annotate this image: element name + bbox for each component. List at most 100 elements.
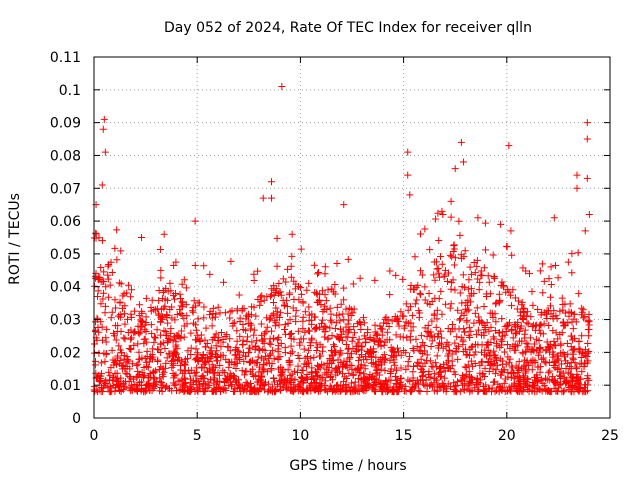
data-point (142, 328, 150, 336)
data-point (244, 320, 252, 328)
data-point (568, 250, 576, 258)
data-point (178, 298, 186, 306)
data-point (93, 314, 101, 322)
data-point (193, 355, 201, 363)
data-point (347, 379, 355, 387)
data-point (169, 369, 177, 377)
data-point (261, 347, 269, 355)
data-point (174, 354, 182, 362)
data-point (283, 303, 291, 311)
data-point (201, 388, 209, 396)
data-point (217, 329, 225, 337)
data-point (260, 296, 268, 304)
data-point (279, 275, 287, 283)
data-point (136, 301, 144, 309)
data-point (448, 279, 456, 287)
data-point (557, 340, 565, 348)
data-point (417, 291, 425, 299)
data-point (560, 374, 568, 382)
data-point (133, 361, 141, 369)
data-point (252, 342, 260, 350)
data-point (477, 271, 485, 279)
data-point (390, 358, 398, 366)
data-point (299, 313, 307, 321)
data-point (448, 253, 456, 261)
data-point (281, 326, 289, 334)
data-point (111, 244, 119, 252)
data-point (134, 360, 142, 368)
data-point (371, 321, 379, 329)
data-point (554, 274, 562, 282)
data-point (424, 321, 432, 329)
data-point (216, 377, 224, 385)
data-point (163, 354, 171, 362)
y-tick-label: 0.05 (50, 247, 81, 263)
data-point (531, 326, 539, 334)
data-point (426, 300, 434, 308)
data-point (450, 388, 458, 396)
data-point (328, 360, 336, 368)
data-point (455, 325, 463, 333)
data-point (535, 322, 543, 330)
data-point (538, 260, 546, 268)
data-point (115, 312, 123, 320)
data-point (327, 310, 335, 318)
data-point (94, 287, 102, 295)
data-point (303, 354, 311, 362)
data-point (337, 349, 345, 357)
data-point (232, 365, 240, 373)
data-point (565, 308, 573, 316)
data-point (497, 384, 505, 392)
data-point (310, 385, 318, 393)
data-point (569, 325, 577, 333)
data-point (230, 361, 238, 369)
data-point (240, 357, 248, 365)
data-point (297, 245, 305, 253)
data-point (286, 289, 294, 297)
data-point (192, 345, 200, 353)
data-point (347, 312, 355, 320)
data-point (292, 307, 300, 315)
data-point (139, 372, 147, 380)
data-point (416, 230, 424, 238)
data-point (523, 319, 531, 327)
data-point (124, 357, 132, 365)
data-point (564, 369, 572, 377)
data-point (415, 387, 423, 395)
data-point (528, 288, 536, 296)
data-point (120, 352, 128, 360)
data-point (244, 333, 252, 341)
data-point (201, 359, 209, 367)
data-point (364, 375, 372, 383)
data-point (431, 276, 439, 284)
data-point (202, 324, 210, 332)
data-point (135, 348, 143, 356)
data-point (274, 354, 282, 362)
data-point (345, 355, 353, 363)
data-point (404, 358, 412, 366)
data-point (153, 326, 161, 334)
data-point (436, 273, 444, 281)
data-point (269, 310, 277, 318)
data-point (428, 362, 436, 370)
y-axis-label: ROTI / TECUs (7, 193, 23, 285)
data-point (346, 325, 354, 333)
data-point (256, 381, 264, 389)
data-point (494, 380, 502, 388)
data-point (441, 367, 449, 375)
data-point (296, 341, 304, 349)
data-point (107, 314, 115, 322)
data-point (554, 384, 562, 392)
data-point (392, 271, 400, 279)
data-point (437, 287, 445, 295)
data-point (419, 339, 427, 347)
data-point (221, 384, 229, 392)
data-point (160, 327, 168, 335)
data-point (286, 316, 294, 324)
data-point (450, 368, 458, 376)
data-point (354, 387, 362, 395)
data-point (444, 269, 452, 277)
data-point (513, 329, 521, 337)
data-point (578, 368, 586, 376)
data-point (465, 323, 473, 331)
